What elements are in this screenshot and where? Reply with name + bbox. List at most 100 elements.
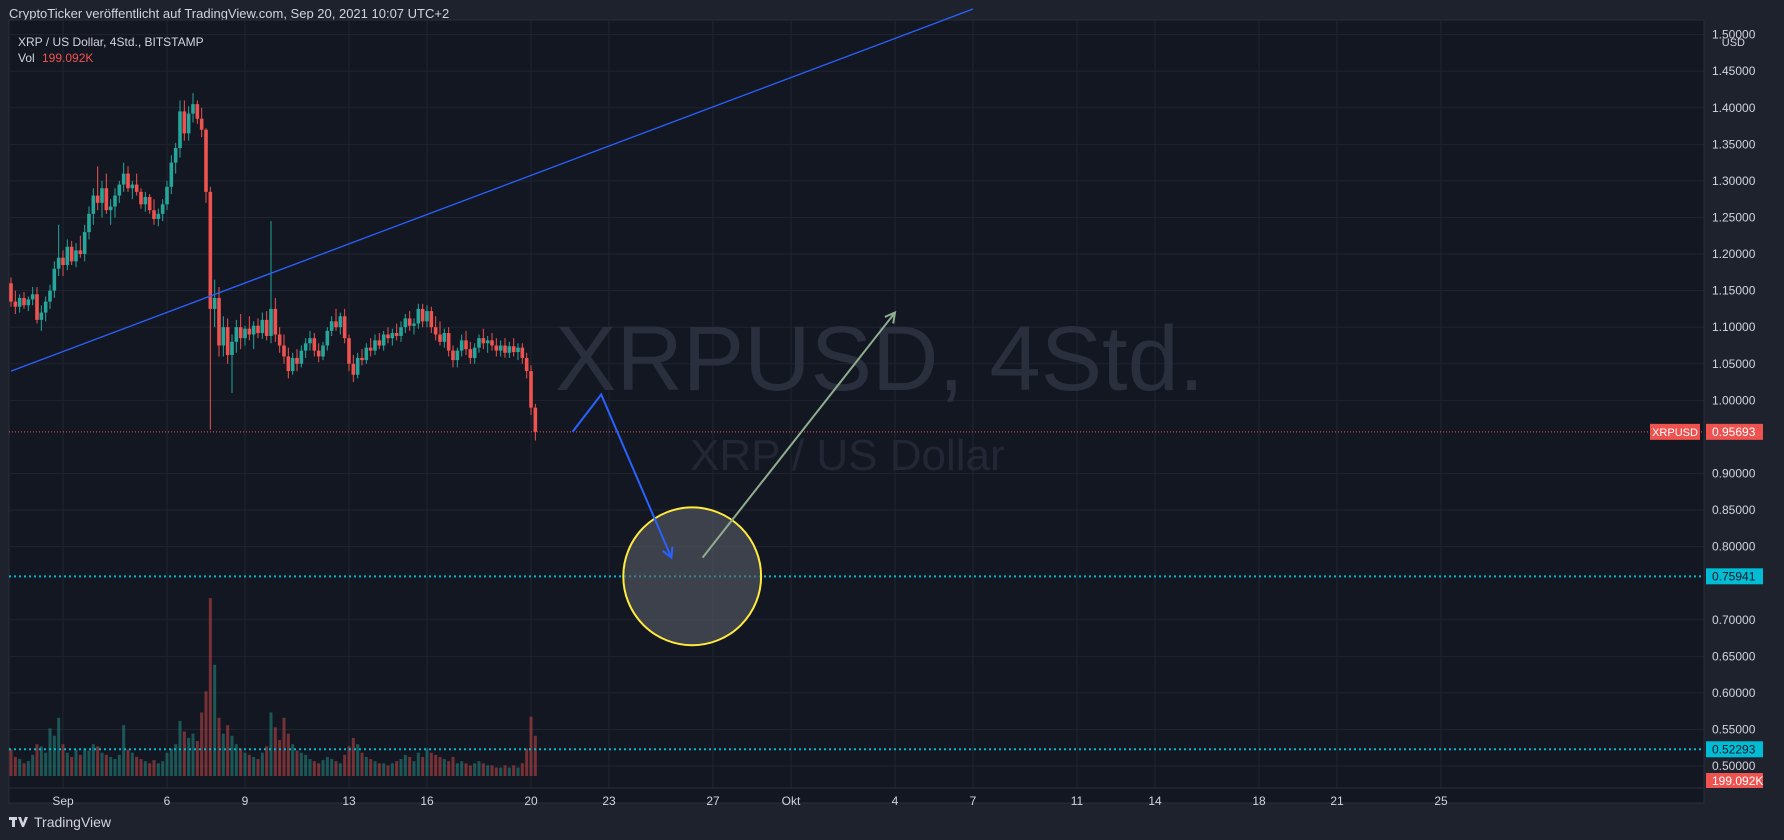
candle [43,296,48,322]
volume-bar [57,717,61,776]
volume-bar [347,746,351,776]
candle-body [104,188,109,211]
candle [394,323,399,341]
candle-body [269,308,273,336]
candle [217,286,221,357]
candle [61,250,65,276]
candle-body [165,186,169,205]
y-tick-label: 1.45000 [1712,64,1756,78]
volume-bar [330,759,334,776]
candle [429,306,434,334]
volume-bar [269,712,273,776]
candle [529,365,533,415]
candle-body [82,232,87,255]
candle-body [230,341,234,355]
candle [364,343,369,364]
volume-bar [35,744,39,776]
candle [368,338,373,357]
candles [9,93,538,441]
candle [481,328,486,350]
footer: TradingView [9,814,111,830]
y-tick-label: 1.15000 [1712,284,1756,298]
volume-bar [135,756,139,776]
candle-body [256,325,260,334]
volume-bar [96,746,100,776]
candle [108,199,113,225]
candle-body [373,340,377,351]
watermark-main: XRPUSD, 4Std. [555,308,1204,410]
candle-body [221,327,226,346]
candle-body [490,340,494,346]
candle-body [360,357,364,361]
published-caption: CryptoTicker veröffentlicht auf TradingV… [9,6,450,21]
candle [390,328,395,346]
candle [321,341,325,361]
symbol-tag [1650,423,1700,440]
candle [178,100,182,158]
candle-body [524,357,529,372]
candle-body [334,321,338,328]
y-tick-label: 1.00000 [1712,393,1756,407]
volume-bar [126,749,130,776]
candle-body [260,319,265,334]
candle [74,243,78,268]
candle [82,224,87,262]
candle [312,333,317,357]
currency-label: USD [1722,37,1745,49]
candle [438,321,442,346]
candle-body [78,250,83,255]
candle [13,290,18,315]
volume-bar [291,744,295,776]
candle [494,338,499,357]
candle [511,338,516,357]
candle [377,333,382,350]
volume-bar [165,752,169,776]
y-tick-label: 0.50000 [1712,759,1756,773]
candle-body [533,407,538,432]
candle [160,199,165,222]
candle-body [286,356,291,372]
volume-bar [104,754,108,776]
candle-body [364,347,369,361]
candle-body [338,316,343,328]
x-tick-label: 20 [524,794,538,808]
candle [299,345,304,368]
candle-body [247,328,252,335]
candle [455,347,460,368]
candle [147,194,152,214]
volume-bar [455,763,459,776]
candle [412,318,416,335]
volume-bars [9,598,537,776]
candle [52,261,57,298]
volume-bar [217,717,221,776]
volume-bar [213,664,217,776]
plot-area[interactable] [8,19,1705,804]
volume-bar [529,716,533,776]
candle-body [91,195,96,214]
candle-body [386,334,390,339]
volume-bar [286,733,290,776]
candle [290,352,295,375]
candle-body [26,299,31,306]
candle [182,100,187,141]
volume-bar [299,752,303,776]
x-tick-label: 27 [706,794,720,808]
drawings [10,8,974,647]
arrow-down-line [571,392,673,558]
price-axis[interactable]: 1.50000 1.45000 1.40000 1.35000 1.30000 1.250… [1650,20,1763,803]
candle [425,305,429,328]
volume-bar [70,756,74,776]
candle [360,349,364,366]
candle [69,240,74,266]
candle-body [169,162,174,187]
time-axis[interactable]: Sep 6 9 13 16 20 23 27 Okt 4 7 11 14 18 21 25 [9,787,1704,808]
candle-body [191,104,195,114]
volume-bar [351,737,355,776]
candle [113,188,117,218]
candle-body [381,334,386,346]
volume-bar [52,735,56,776]
volume-bar [187,737,191,776]
candle [260,312,265,339]
horizontal-levels [9,431,1704,751]
